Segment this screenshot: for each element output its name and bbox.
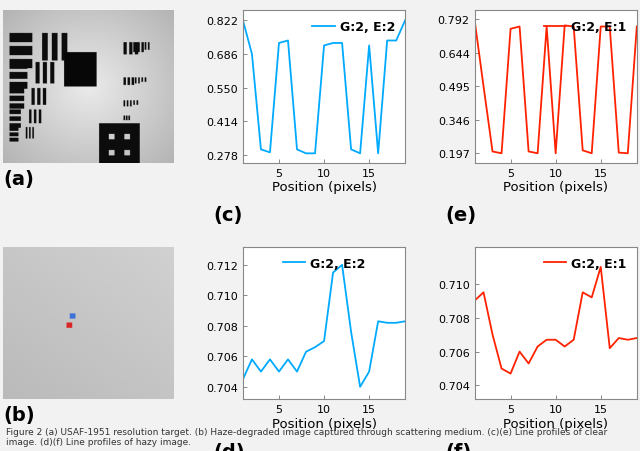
Text: (a): (a) bbox=[3, 170, 34, 189]
Legend: G:2, E:2: G:2, E:2 bbox=[279, 253, 369, 274]
Legend: G:2, E:1: G:2, E:1 bbox=[540, 253, 630, 274]
X-axis label: Position (pixels): Position (pixels) bbox=[503, 417, 608, 430]
Text: (c): (c) bbox=[214, 206, 243, 225]
X-axis label: Position (pixels): Position (pixels) bbox=[271, 181, 376, 194]
X-axis label: Position (pixels): Position (pixels) bbox=[271, 417, 376, 430]
Legend: G:2, E:2: G:2, E:2 bbox=[308, 18, 399, 38]
Text: (e): (e) bbox=[445, 206, 476, 225]
X-axis label: Position (pixels): Position (pixels) bbox=[503, 181, 608, 194]
Text: (d): (d) bbox=[214, 442, 245, 451]
Legend: G:2, E:1: G:2, E:1 bbox=[540, 18, 630, 38]
Text: Figure 2 (a) USAF-1951 resolution target. (b) Haze-degraded image captured throu: Figure 2 (a) USAF-1951 resolution target… bbox=[6, 427, 607, 446]
Text: (f): (f) bbox=[445, 442, 472, 451]
Text: (b): (b) bbox=[3, 405, 35, 424]
